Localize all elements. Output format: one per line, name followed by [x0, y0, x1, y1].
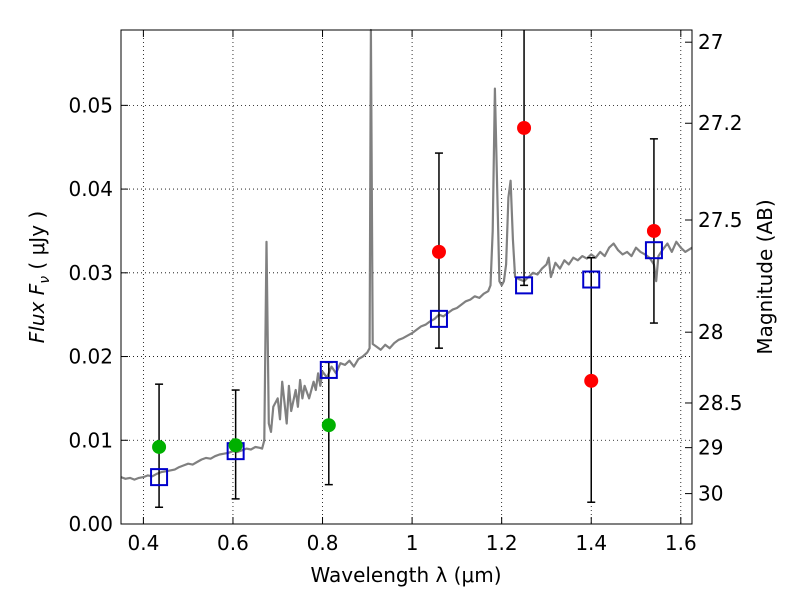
y-axis-label: Flux Fν ( μJy ): [25, 211, 53, 343]
y2-tick-label: 28: [698, 320, 723, 344]
x-tick-label: 0.4: [127, 531, 159, 555]
red-circle-marker: [584, 373, 599, 388]
model-square-marker: [319, 360, 338, 379]
green-circle-marker: [228, 438, 243, 453]
model-square-marker: [644, 241, 663, 260]
y-tick-label: 0.04: [68, 177, 113, 201]
y-axis-label-main: Flux F: [25, 283, 49, 343]
y2-tick-label: 28.5: [698, 391, 743, 415]
y-tick-label: 0.02: [68, 345, 113, 369]
plot-frame: [120, 29, 693, 525]
y-tick-label: 0.03: [68, 261, 113, 285]
plot-area: [120, 28, 693, 509]
x-tick-label: 1.2: [486, 531, 518, 555]
y-axis-label-unit: ( μJy ): [25, 211, 49, 276]
model-square-marker: [429, 309, 448, 328]
model-square-marker: [515, 276, 534, 295]
x-tick-label: 0.8: [307, 531, 339, 555]
x-tick-label: 1: [406, 531, 419, 555]
green-circle-marker: [321, 418, 336, 433]
y-tick-label: 0.00: [68, 512, 113, 536]
y2-tick-label: 29: [698, 436, 723, 460]
x-axis-label: Wavelength λ (μm): [310, 563, 501, 587]
y-axis-label-sub: ν: [37, 276, 53, 284]
y2-tick-label: 27.5: [698, 208, 743, 232]
y2-tick-label: 27.2: [698, 111, 743, 135]
red-circle-marker: [517, 120, 532, 135]
red-circle-marker: [646, 223, 661, 238]
model-square-marker: [582, 270, 601, 289]
axes: 0.4 0.6 0.8 1 1.2 1.4 1.6 0.00 0.01 0.02 0.03 0.04 0…: [68, 30, 743, 555]
green-circle-marker: [152, 439, 167, 454]
x-tick-label: 1.4: [575, 531, 607, 555]
grid-lines: [121, 30, 692, 524]
y2-axis-label: Magnitude (AB): [753, 199, 777, 354]
y2-tick-label: 27: [698, 30, 723, 54]
red-circle-marker: [431, 244, 446, 259]
x-tick-label: 0.6: [217, 531, 249, 555]
y-tick-label: 0.01: [68, 428, 113, 452]
model-square-marker: [150, 468, 169, 487]
x-tick-label: 1.6: [665, 531, 697, 555]
sed-template-line: [120, 28, 693, 481]
y-tick-label: 0.05: [68, 93, 113, 117]
y2-tick-label: 30: [698, 482, 723, 506]
